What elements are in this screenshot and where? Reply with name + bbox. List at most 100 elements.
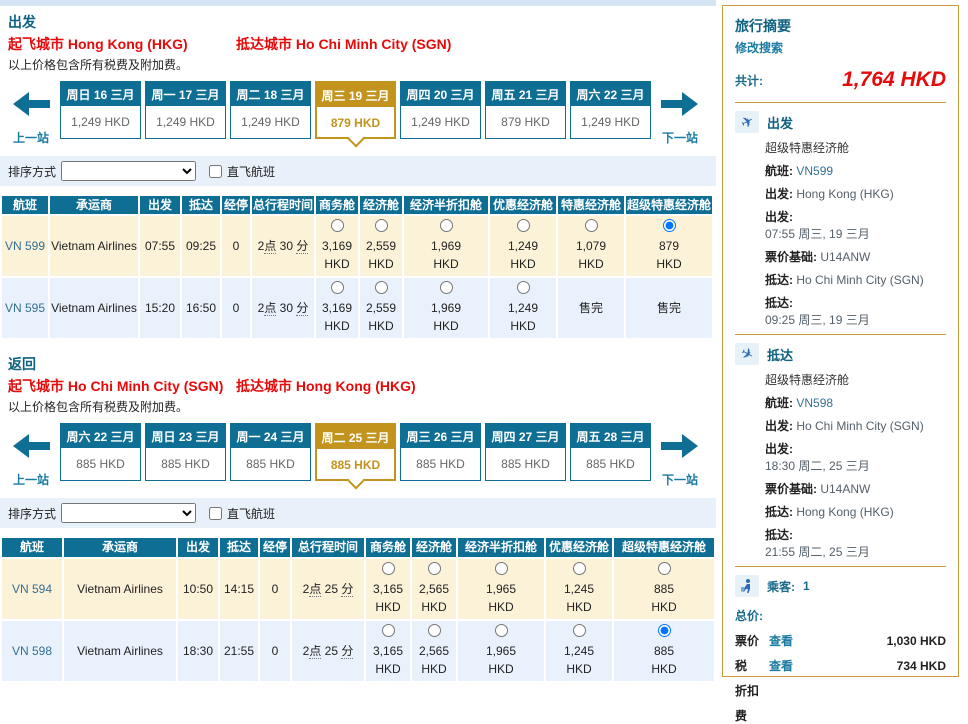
passenger-count: 1: [803, 579, 810, 593]
fare-radio[interactable]: [494, 623, 508, 637]
fare-cell: 1,245 HKD: [546, 620, 612, 681]
date-tab[interactable]: 周六 22 三月 885 HKD: [60, 423, 141, 482]
fare-radio[interactable]: [662, 219, 676, 233]
column-header: 抵达: [182, 196, 220, 215]
price-row: 税 查看 734 HKD: [735, 657, 946, 674]
tab-price-label: 1,249 HKD: [71, 115, 130, 129]
date-tab[interactable]: 周四 20 三月 1,249 HKD: [400, 81, 481, 139]
duration: 2点 30 分: [252, 278, 314, 339]
tab-price-label: 885 HKD: [161, 457, 210, 472]
fare-price: 3,165: [372, 643, 404, 658]
duration: 2点 30 分: [252, 216, 314, 277]
fare-radio[interactable]: [330, 281, 344, 295]
next-dates-arrow[interactable]: [661, 433, 699, 459]
column-header: 航班: [2, 196, 48, 215]
arrival-time: 21:55: [220, 620, 258, 681]
fare-currency: HKD: [510, 319, 536, 334]
date-tab[interactable]: 周三 26 三月 885 HKD: [400, 423, 481, 482]
tab-price-label: 885 HKD: [246, 457, 295, 472]
duration: 2点 25 分: [292, 620, 364, 681]
fare-radio[interactable]: [516, 281, 530, 295]
fare-basis-label: 票价基础:: [765, 482, 817, 496]
date-tab-selected[interactable]: 周二 25 三月 885 HKD: [315, 423, 396, 482]
date-tab-selected[interactable]: 周三 19 三月 879 HKD: [315, 81, 396, 139]
depart-sort-select[interactable]: [61, 161, 197, 181]
date-tab[interactable]: 周五 28 三月 885 HKD: [570, 423, 651, 482]
fare-radio[interactable]: [572, 623, 586, 637]
column-header: 承运商: [64, 538, 176, 557]
next-dates-label[interactable]: 下一站: [661, 473, 698, 488]
column-header: 超级特惠经济舱: [626, 196, 712, 215]
view-link[interactable]: 查看: [769, 634, 794, 648]
tab-date-label: 周六 22 三月: [61, 424, 140, 449]
view-link[interactable]: 查看: [769, 659, 794, 673]
segment-title: 出发: [767, 115, 794, 131]
total-label: 共计:: [735, 73, 763, 88]
fare-radio[interactable]: [381, 623, 395, 637]
fare-currency: HKD: [656, 257, 682, 272]
depart-direct-checkbox[interactable]: [209, 164, 223, 178]
date-tab[interactable]: 周二 18 三月 1,249 HKD: [230, 81, 311, 139]
fare-radio[interactable]: [374, 281, 388, 295]
date-tab[interactable]: 周日 16 三月 1,249 HKD: [60, 81, 141, 139]
fare-price: 885: [653, 581, 675, 596]
date-tab[interactable]: 周四 27 三月 885 HKD: [485, 423, 566, 482]
date-tab[interactable]: 周一 24 三月 885 HKD: [230, 423, 311, 482]
flight-number: VN 599: [2, 216, 48, 277]
fare-radio[interactable]: [381, 561, 395, 575]
fare-currency: HKD: [488, 599, 514, 614]
price-label: 票价: [735, 634, 760, 648]
fare-radio[interactable]: [330, 219, 344, 233]
fare-cell: 售完: [626, 278, 712, 339]
prev-dates-label[interactable]: 上一站: [12, 131, 49, 145]
return-sort-select[interactable]: [61, 503, 197, 524]
fare-radio[interactable]: [427, 623, 441, 637]
fare-radio[interactable]: [572, 561, 586, 575]
fare-radio[interactable]: [374, 219, 388, 233]
sort-label: 排序方式: [8, 164, 57, 179]
tab-price-label: 1,249 HKD: [581, 115, 640, 129]
fare-currency: HKD: [375, 599, 401, 614]
fare-currency: HKD: [510, 257, 536, 272]
fare-cell: 2,559 HKD: [360, 278, 402, 339]
fare-currency: HKD: [651, 661, 677, 676]
depart-date-strip: 上一站 周日 16 三月 1,249 HKD 周一 17 三月 1,249 HKD 周二…: [2, 81, 716, 146]
top-strip: [0, 0, 716, 6]
fare-radio[interactable]: [494, 561, 508, 575]
column-header: 经济舱: [360, 196, 402, 215]
return-direct-checkbox[interactable]: [209, 506, 223, 520]
tab-price-label: 1,249 HKD: [241, 115, 300, 129]
fare-radio[interactable]: [439, 281, 453, 295]
date-tab[interactable]: 周日 23 三月 885 HKD: [145, 423, 226, 482]
prev-dates-arrow[interactable]: [12, 433, 50, 459]
next-dates-arrow[interactable]: [661, 91, 699, 117]
date-tab[interactable]: 周五 21 三月 879 HKD: [485, 81, 566, 139]
price-breakdown: 票价 查看 1,030 HKD 税 查看 734 HKD 折扣费: [735, 632, 946, 724]
flight-number: VN 595: [2, 278, 48, 339]
date-tab[interactable]: 周一 17 三月 1,249 HKD: [145, 81, 226, 139]
fare-radio[interactable]: [439, 219, 453, 233]
travel-summary-panel: 旅行摘要 修改搜索 共计: 1,764 HKD ✈ 出发 超级特惠经济舱 航班: VN…: [722, 5, 959, 723]
stops-count: 0: [222, 216, 250, 277]
depart-city-line: 起飞城市 Hong Kong (HKG) 抵达城市 Ho Chi Minh Ci…: [8, 34, 716, 54]
fare-basis: U14ANW: [820, 482, 871, 496]
fare-radio[interactable]: [657, 623, 671, 637]
fare-price: 1,079: [575, 239, 607, 254]
prev-dates-arrow[interactable]: [12, 91, 50, 117]
fare-price: 3,169: [321, 301, 353, 316]
next-dates-label[interactable]: 下一站: [661, 131, 698, 145]
return-date-tabs: 周六 22 三月 885 HKD 周日 23 三月 885 HKD 周一 24 三月 88…: [60, 423, 651, 482]
return-date-strip: 上一站 周六 22 三月 885 HKD 周日 23 三月 885 HKD 周一 24 …: [2, 423, 716, 488]
date-tab[interactable]: 周六 22 三月 1,249 HKD: [570, 81, 651, 139]
fare-radio[interactable]: [584, 219, 598, 233]
fare-radio[interactable]: [516, 219, 530, 233]
fare-radio[interactable]: [657, 561, 671, 575]
modify-search-link[interactable]: 修改搜索: [735, 41, 784, 55]
tab-date-label: 周一 17 三月: [146, 82, 225, 106]
prev-dates-label[interactable]: 上一站: [12, 473, 49, 488]
column-header: 经停: [222, 196, 250, 215]
price-row: 费: [735, 707, 946, 724]
fare-radio[interactable]: [427, 561, 441, 575]
total-price-label: 总价:: [735, 609, 763, 623]
fare-currency: HKD: [421, 661, 447, 676]
